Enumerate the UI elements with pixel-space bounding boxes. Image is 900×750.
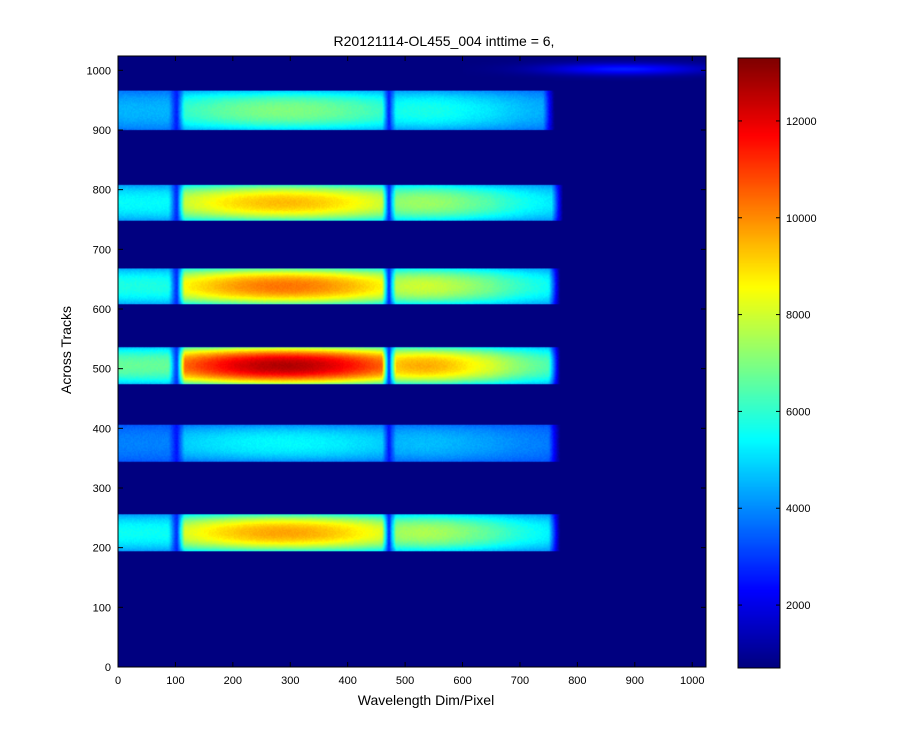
colorbar-tick-label: 2000 xyxy=(786,600,810,612)
y-tick-label: 0 xyxy=(105,662,111,674)
y-axis-label: Across Tracks xyxy=(58,306,74,394)
x-tick-label: 1000 xyxy=(680,675,704,687)
heatmap-image xyxy=(118,56,706,667)
y-axis-ticks: 0 100 200 300 400 500 600 700 800 900 1000 xyxy=(87,65,706,674)
y-tick-label: 700 xyxy=(93,244,111,256)
colorbar-tick-label: 10000 xyxy=(786,213,817,225)
y-tick-label: 400 xyxy=(93,423,111,435)
y-tick-label: 1000 xyxy=(87,65,111,77)
plot-area xyxy=(117,55,707,668)
colorbar-gradient xyxy=(738,58,780,668)
x-axis-ticks: 0 100 200 300 400 500 600 700 800 900 1000 xyxy=(115,56,704,687)
y-tick-label: 300 xyxy=(93,483,111,495)
colorbar-tick-label: 6000 xyxy=(786,406,810,418)
x-tick-label: 400 xyxy=(339,675,357,687)
x-tick-label: 500 xyxy=(396,675,414,687)
colorbar-tick-label: 8000 xyxy=(786,310,810,322)
chart-title: R20121114-OL455_004 inttime = 6, xyxy=(334,33,555,49)
x-tick-label: 900 xyxy=(626,675,644,687)
x-tick-label: 700 xyxy=(511,675,529,687)
x-tick-label: 200 xyxy=(224,675,242,687)
x-tick-label: 0 xyxy=(115,675,121,687)
y-tick-label: 500 xyxy=(93,364,111,376)
colorbar-ticks: 2000 4000 6000 8000 10000 12000 xyxy=(738,116,817,612)
colorbar xyxy=(737,57,781,669)
y-tick-label: 800 xyxy=(93,185,111,197)
x-tick-label: 800 xyxy=(568,675,586,687)
y-tick-label: 900 xyxy=(93,125,111,137)
y-tick-label: 200 xyxy=(93,543,111,555)
y-tick-label: 100 xyxy=(93,602,111,614)
colorbar-tick-label: 12000 xyxy=(786,116,817,128)
x-tick-label: 100 xyxy=(166,675,184,687)
x-tick-label: 300 xyxy=(281,675,299,687)
colorbar-tick-label: 4000 xyxy=(786,503,810,515)
y-tick-label: 600 xyxy=(93,304,111,316)
x-axis-label: Wavelength Dim/Pixel xyxy=(358,692,494,708)
x-tick-label: 600 xyxy=(453,675,471,687)
